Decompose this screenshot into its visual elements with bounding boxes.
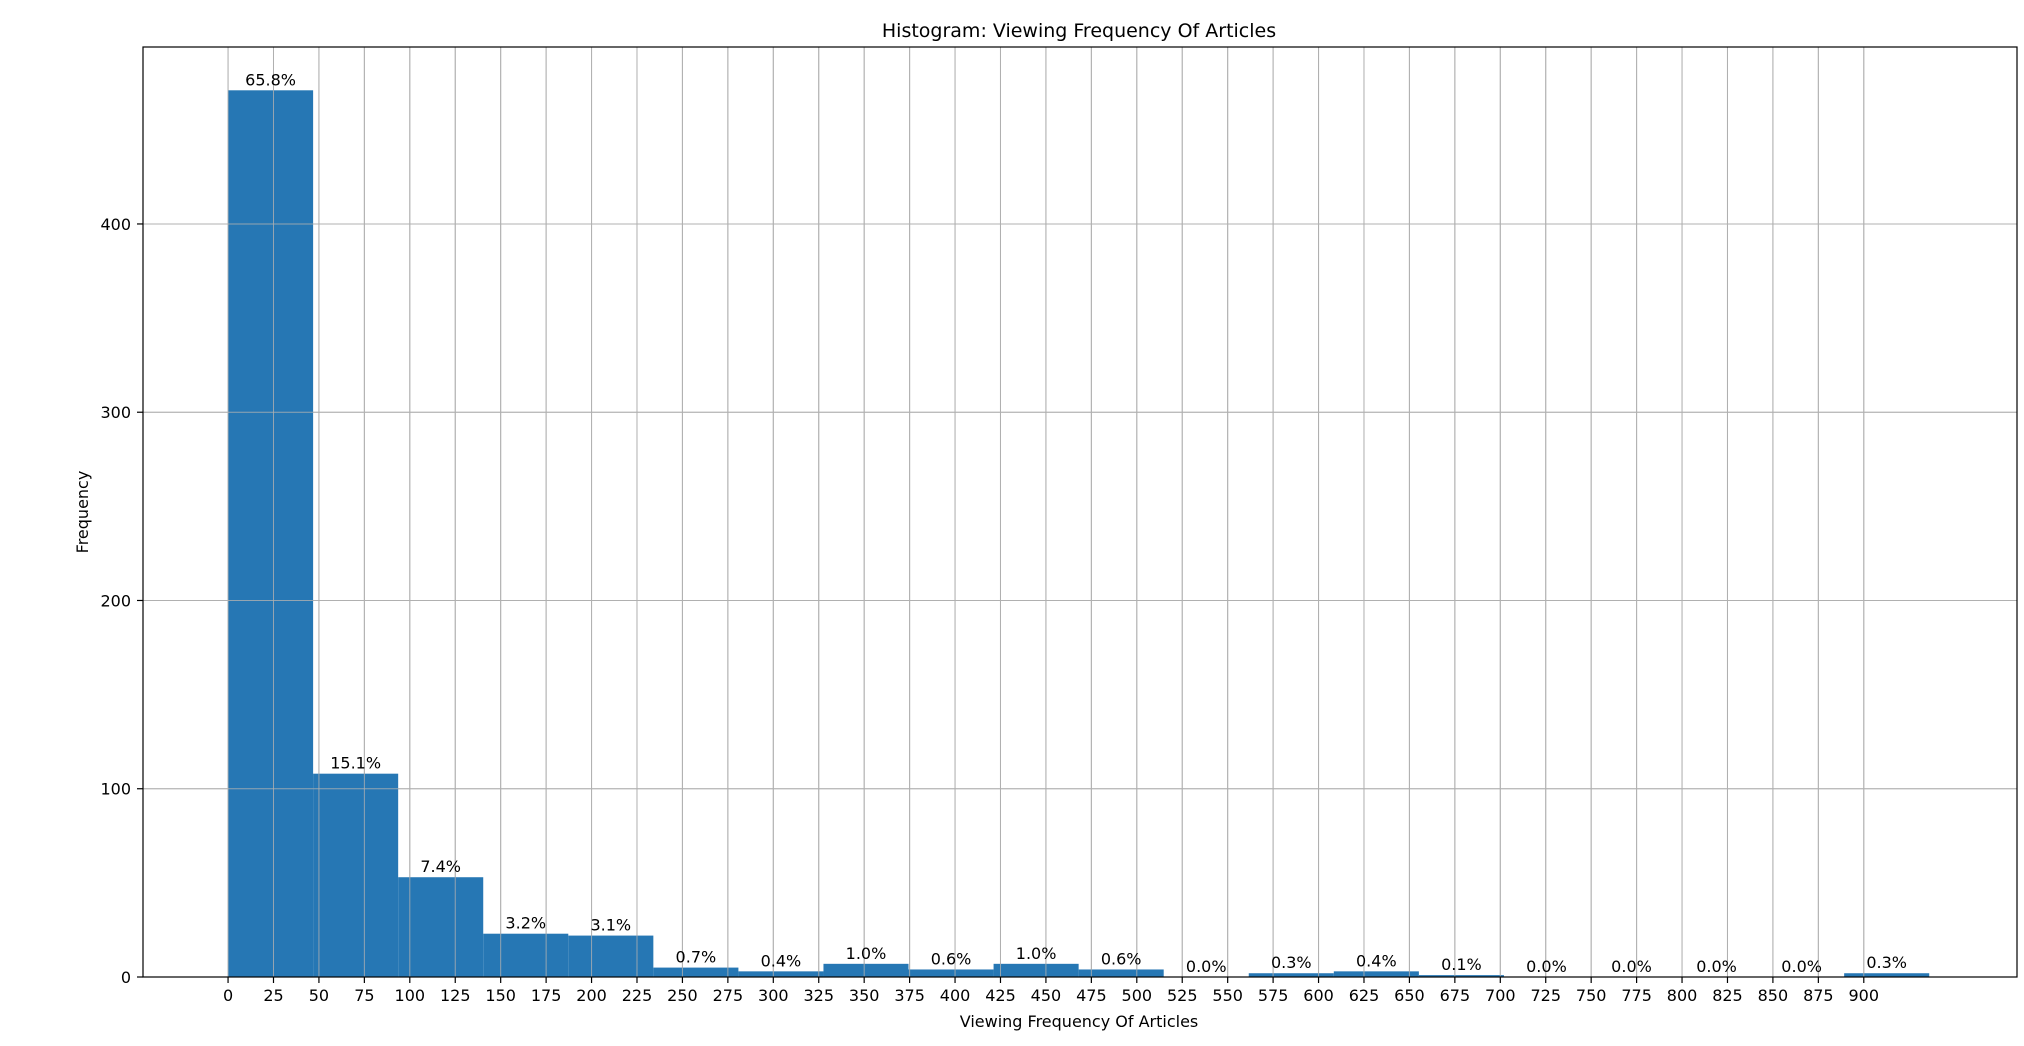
x-tick-label: 350 [849,986,880,1005]
x-tick-label: 850 [1758,986,1789,1005]
x-tick-label: 25 [263,986,283,1005]
x-tick-label: 275 [713,986,744,1005]
bar-percent-label: 0.3% [1866,953,1907,972]
bar-percent-label: 0.0% [1526,957,1567,976]
histogram-bar [738,971,824,977]
x-tick-label: 200 [576,986,607,1005]
x-tick-label: 675 [1440,986,1471,1005]
x-tick-label: 250 [667,986,698,1005]
x-tick-label: 650 [1394,986,1425,1005]
x-tick-label: 825 [1712,986,1743,1005]
bar-percent-label: 1.0% [846,944,887,963]
histogram-bar [1333,971,1419,977]
histogram-bar [483,933,569,977]
histogram-bar [823,963,909,977]
x-tick-label: 725 [1530,986,1561,1005]
x-tick-label: 75 [354,986,374,1005]
histogram-bar [313,773,399,977]
bar-percent-label: 0.4% [1356,951,1397,970]
histogram-bar [1078,969,1164,977]
bar-percent-label: 3.1% [590,916,631,935]
bar-percent-label: 0.1% [1441,955,1482,974]
histogram-bar [228,90,314,977]
y-tick-label: 0 [121,968,131,987]
y-tick-label: 200 [100,591,131,610]
x-axis-label: Viewing Frequency Of Articles [960,1012,1199,1031]
x-tick-label: 500 [1122,986,1153,1005]
histogram-bar [908,969,994,977]
bar-percent-label: 0.0% [1611,957,1652,976]
bar-percent-label: 0.3% [1271,953,1312,972]
bar-percent-label: 7.4% [420,857,461,876]
x-tick-label: 525 [1167,986,1198,1005]
x-tick-label: 400 [940,986,971,1005]
x-tick-label: 375 [894,986,925,1005]
bar-percent-label: 0.6% [931,949,972,968]
x-tick-label: 775 [1621,986,1652,1005]
x-tick-label: 625 [1349,986,1380,1005]
x-tick-label: 225 [622,986,653,1005]
y-axis-label: Frequency [73,471,92,554]
x-tick-label: 450 [1031,986,1062,1005]
histogram-bar [568,935,654,977]
x-tick-label: 900 [1849,986,1880,1005]
x-tick-label: 175 [531,986,562,1005]
x-tick-label: 100 [395,986,426,1005]
bar-percent-label: 0.0% [1696,957,1737,976]
x-tick-label: 125 [440,986,471,1005]
plot-frame [142,46,2018,978]
y-tick-label: 300 [100,403,131,422]
histogram-bar [1248,973,1334,977]
x-tick-label: 750 [1576,986,1607,1005]
x-tick-label: 575 [1258,986,1289,1005]
bar-percent-label: 1.0% [1016,944,1057,963]
histogram-bar [1418,975,1504,977]
bar-percent-label: 0.7% [676,948,717,967]
histogram-bar [398,877,484,977]
grid-layer [143,47,2017,978]
x-tick-label: 475 [1076,986,1107,1005]
bar-percent-label: 0.6% [1101,949,1142,968]
histogram-bar [1844,973,1930,977]
bar-layer [228,90,1930,977]
x-tick-label: 300 [758,986,789,1005]
x-tick-label: 700 [1485,986,1516,1005]
x-tick-label: 600 [1303,986,1334,1005]
histogram-bar [993,963,1079,977]
histogram-bar [653,967,739,977]
bar-percent-label: 0.0% [1781,957,1822,976]
bar-percent-label: 3.2% [505,914,546,933]
bar-percent-label: 65.8% [245,70,296,89]
x-tick-label: 550 [1212,986,1243,1005]
y-tick-label: 400 [100,215,131,234]
x-tick-label: 0 [223,986,233,1005]
y-axis: 0 100 200 300 400 [100,215,143,987]
x-tick-label: 425 [985,986,1016,1005]
y-tick-label: 100 [100,780,131,799]
x-tick-label: 150 [485,986,516,1005]
x-tick-label: 325 [803,986,834,1005]
chart-title: Histogram: Viewing Frequency Of Articles [882,20,1276,42]
bar-label-layer: 65.8% 15.1% 7.4% 3.2% 3.1% 0.7% 0.4% 1.0% 0.6% 1.… [245,70,1907,976]
bar-percent-label: 0.0% [1186,957,1227,976]
x-axis: 0 25 50 75 100 125 150 175 200 225 250 275 300 325 350… [223,977,1879,1005]
x-tick-label: 875 [1803,986,1834,1005]
bar-percent-label: 0.4% [761,951,802,970]
x-tick-label: 50 [309,986,329,1005]
x-tick-label: 800 [1667,986,1698,1005]
grid-overlay [143,47,2017,978]
bar-percent-label: 15.1% [330,754,381,773]
